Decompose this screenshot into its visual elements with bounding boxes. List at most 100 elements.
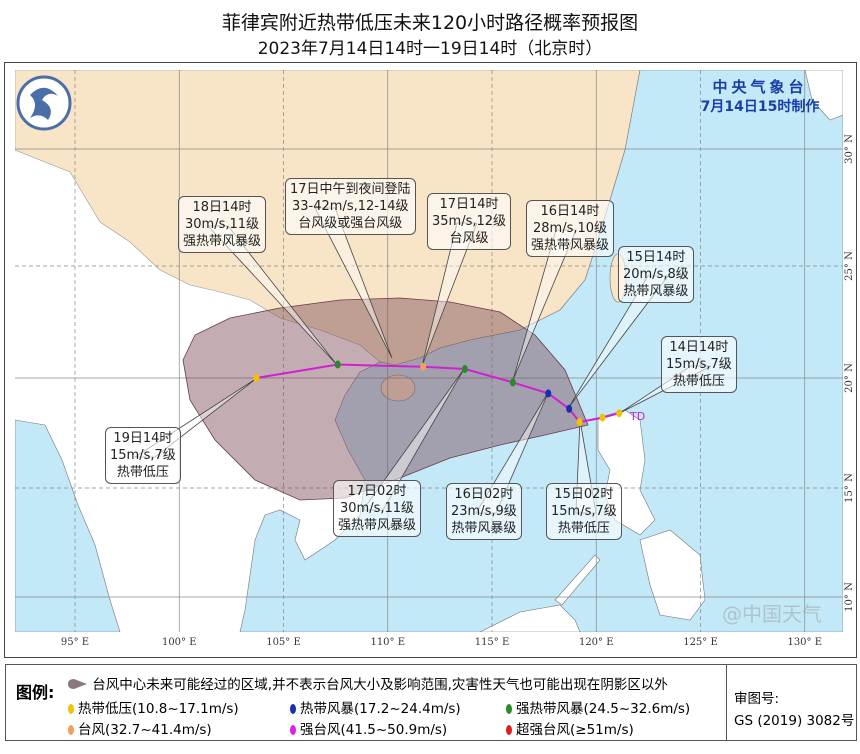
callout-line: 35m/s,12级: [432, 214, 507, 229]
callout-line: 热带低压: [672, 374, 725, 389]
track-point-td[interactable]: [576, 418, 583, 426]
track-callout: 17日中午到夜间登陆 33-42m/s,12-14级 台风级或强台风级: [285, 178, 416, 235]
cone-swatch-icon: [68, 679, 87, 689]
legend-item-label: 强台风(41.5~50.9m/s): [300, 722, 448, 738]
typhoon-symbol-icon: [68, 725, 74, 735]
callout-line: 热带低压: [116, 465, 169, 480]
track-point-sts[interactable]: [334, 360, 341, 369]
track-callout: 17日14时 35m/s,12级 台风级: [427, 193, 512, 250]
approval-number: GS (2019) 3082号: [734, 713, 855, 729]
callout-line: 23m/s,9级: [451, 504, 517, 519]
track-point-td[interactable]: [599, 413, 606, 422]
callout-line: 15m/s,7级: [110, 448, 176, 463]
callout-line: 强热带风暴级: [338, 518, 417, 533]
watermark: @中国天气: [722, 602, 822, 626]
typhoon-symbol-icon: [506, 704, 512, 714]
issue-time: 7月14日15时制作: [700, 99, 820, 115]
kyushu-island: [804, 70, 843, 121]
callout-line: 15m/s,7级: [551, 504, 617, 519]
track-callout: 16日14时 28m/s,10级 强热带风暴级: [526, 200, 615, 257]
track-point-ts[interactable]: [545, 389, 552, 398]
callout-line: 强热带风暴级: [531, 238, 610, 253]
lon-label: 120° E: [579, 637, 614, 648]
lon-label: 95° E: [61, 637, 89, 648]
track-callout: 16日02时 23m/s,9级 热带风暴级: [446, 483, 522, 540]
callout-line: 热带风暴级: [451, 521, 517, 536]
lat-label: 15° N: [844, 473, 855, 503]
td-label: TD: [629, 410, 645, 423]
track-point-ts[interactable]: [566, 404, 573, 413]
legend-item: 超强台风(≥51m/s): [506, 718, 634, 738]
lon-label: 115° E: [475, 637, 510, 648]
track-point-sts[interactable]: [509, 378, 516, 387]
callout-line: 16日14时: [540, 204, 600, 219]
legend-title: 图例:: [16, 683, 55, 702]
borneo-island: [479, 604, 581, 632]
callout-line: 30m/s,11级: [184, 217, 260, 232]
legend-item-label: 超强台风(≥51m/s): [516, 722, 634, 738]
callout-line: 强热带风暴级: [183, 234, 262, 249]
callout-line: 18日14时: [192, 200, 252, 215]
track-point-td[interactable]: [616, 409, 623, 418]
callout-line: 17日02时: [347, 484, 407, 499]
callout-line: 15日02时: [554, 487, 614, 502]
callout-line: 台风级或强台风级: [298, 216, 403, 231]
callout-line: 17日中午到夜间登陆: [290, 182, 411, 197]
lon-label: 130° E: [787, 637, 822, 648]
map-title: 菲律宾附近热带低压未来120小时路径概率预报图: [221, 12, 639, 34]
forecast-track-line: [256, 363, 620, 424]
callout-line: 33-42m/s,12-14级: [292, 199, 409, 214]
legend-cone-text: 台风中心未来可能经过的区域,并不表示台风大小及影响范围,灾害性天气也可能出现在阴…: [92, 677, 668, 693]
track-callout: 15日02时 15m/s,7级 热带低压: [546, 483, 622, 540]
legend-item: 台风(32.7~41.4m/s): [68, 718, 212, 738]
forecast-track-points: [253, 360, 623, 426]
track-point-td[interactable]: [253, 374, 260, 382]
legend-item: 热带低压(10.8~17.1m/s): [68, 697, 239, 717]
legend-item: 热带风暴(17.2~24.4m/s): [290, 697, 461, 717]
palawan-island: [554, 554, 601, 606]
bay-of-bengal: [15, 419, 121, 632]
philippine-islands: [639, 529, 706, 621]
legend-item: 强热带风暴(24.5~32.6m/s): [506, 697, 690, 717]
callout-line: 15日14时: [626, 250, 686, 265]
axis-labels: 95° E 100° E 105° E 110° E 115° E 120° E 125° …: [61, 134, 855, 648]
lat-label: 10° N: [844, 582, 855, 612]
callout-line: 热带风暴级: [623, 284, 689, 299]
legend-divider: [726, 665, 727, 740]
callout-line: 15m/s,7级: [666, 357, 732, 372]
graticule: [15, 70, 843, 632]
map-frame: [4, 62, 857, 658]
legend: 图例: 台风中心未来可能经过的区域,并不表示台风大小及影响范围,灾害性天气也可能…: [5, 664, 857, 741]
callout-line: 20m/s,8级: [623, 267, 689, 282]
track-callout: 18日14时 30m/s,11级 强热带风暴级: [178, 196, 267, 253]
typhoon-symbol-icon: [290, 704, 296, 714]
forecast-map: 95° E 100° E 105° E 110° E 115° E 120° E 125° …: [15, 70, 855, 648]
legend-item-label: 台风(32.7~41.4m/s): [78, 722, 212, 738]
legend-item-label: 热带风暴(17.2~24.4m/s): [300, 701, 461, 717]
lat-label: 25° N: [844, 251, 855, 281]
track-callout: 14日14时 15m/s,7级 热带低压: [661, 336, 737, 393]
probability-cone: [182, 297, 589, 501]
lon-label: 110° E: [370, 637, 405, 648]
typhoon-symbol-icon: [68, 704, 74, 714]
map-subtitle: 2023年7月14日14时一19日14时（北京时）: [257, 39, 603, 59]
agency-name: 中央气象台: [712, 78, 808, 96]
legend-item-label: 热带低压(10.8~17.1m/s): [78, 701, 239, 717]
track-callout: 15日14时 20m/s,8级 热带风暴级: [618, 246, 694, 303]
legend-cone-item: 台风中心未来可能经过的区域,并不表示台风大小及影响范围,灾害性天气也可能出现在阴…: [66, 673, 668, 693]
callout-line: 19日14时: [113, 431, 173, 446]
callout-line: 16日02时: [454, 487, 514, 502]
typhoon-symbol-icon: [506, 725, 512, 735]
callout-pointers: [133, 207, 712, 514]
callout-line: 28m/s,10级: [532, 221, 608, 236]
track-callout: 19日14时 15m/s,7级 热带低压: [105, 427, 181, 484]
typhoon-symbol-icon: [290, 725, 296, 735]
legend-item-label: 强热带风暴(24.5~32.6m/s): [516, 701, 691, 717]
lat-label: 30° N: [844, 134, 855, 164]
track-point-ty[interactable]: [420, 362, 427, 371]
hainan-island: [380, 374, 416, 402]
callout-line: 热带低压: [557, 521, 610, 536]
lon-label: 105° E: [266, 637, 301, 648]
track-point-sts[interactable]: [461, 365, 468, 374]
legend-item: 强台风(41.5~50.9m/s): [290, 718, 447, 738]
